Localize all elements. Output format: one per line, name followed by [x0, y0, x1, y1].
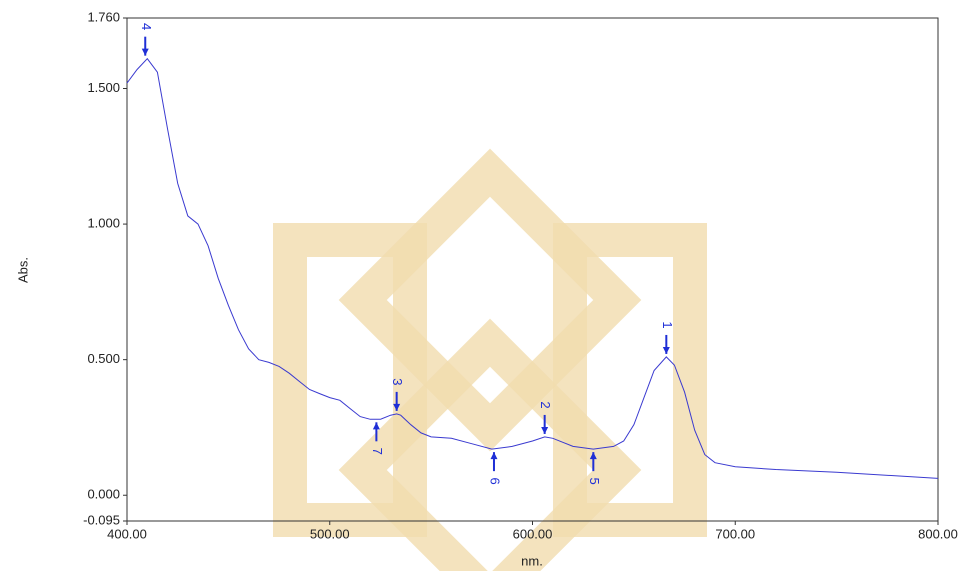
- x-tick-label: 700.00: [715, 526, 755, 541]
- marker-head: [372, 422, 380, 430]
- x-tick-label: 400.00: [107, 526, 147, 541]
- marker-label: 7: [370, 448, 385, 455]
- marker-label: 2: [538, 401, 553, 408]
- marker-head: [393, 403, 401, 411]
- watermark-shape: [273, 223, 427, 537]
- watermark-shape: [338, 148, 642, 452]
- marker-label: 1: [660, 321, 675, 328]
- marker-head: [589, 452, 597, 460]
- marker-head: [662, 346, 670, 354]
- y-tick-label: 0.500: [87, 351, 120, 366]
- watermark: [273, 148, 707, 571]
- y-tick-label: 1.760: [87, 9, 120, 24]
- y-tick-label: -0.095: [83, 512, 120, 527]
- x-axis-label: nm.: [521, 553, 543, 568]
- x-tick-label: 600.00: [513, 526, 553, 541]
- y-tick-label: 1.000: [87, 216, 120, 231]
- marker-label: 5: [587, 478, 602, 485]
- marker-label: 6: [488, 478, 503, 485]
- y-axis-label: Abs.: [15, 257, 30, 283]
- x-tick-label: 800.00: [918, 526, 958, 541]
- marker-head: [541, 426, 549, 434]
- spectrum-line: [126, 57, 939, 479]
- x-tick-label: 500.00: [310, 526, 350, 541]
- y-tick-label: 0.000: [87, 487, 120, 502]
- watermark-shape: [553, 223, 707, 537]
- watermark-shape: [338, 318, 642, 571]
- marker-head: [490, 452, 498, 460]
- plot-frame: [126, 17, 939, 522]
- marker-label: 4: [139, 23, 154, 30]
- marker-head: [141, 48, 149, 56]
- y-tick-label: 1.500: [87, 80, 120, 95]
- marker-label: 3: [390, 378, 405, 385]
